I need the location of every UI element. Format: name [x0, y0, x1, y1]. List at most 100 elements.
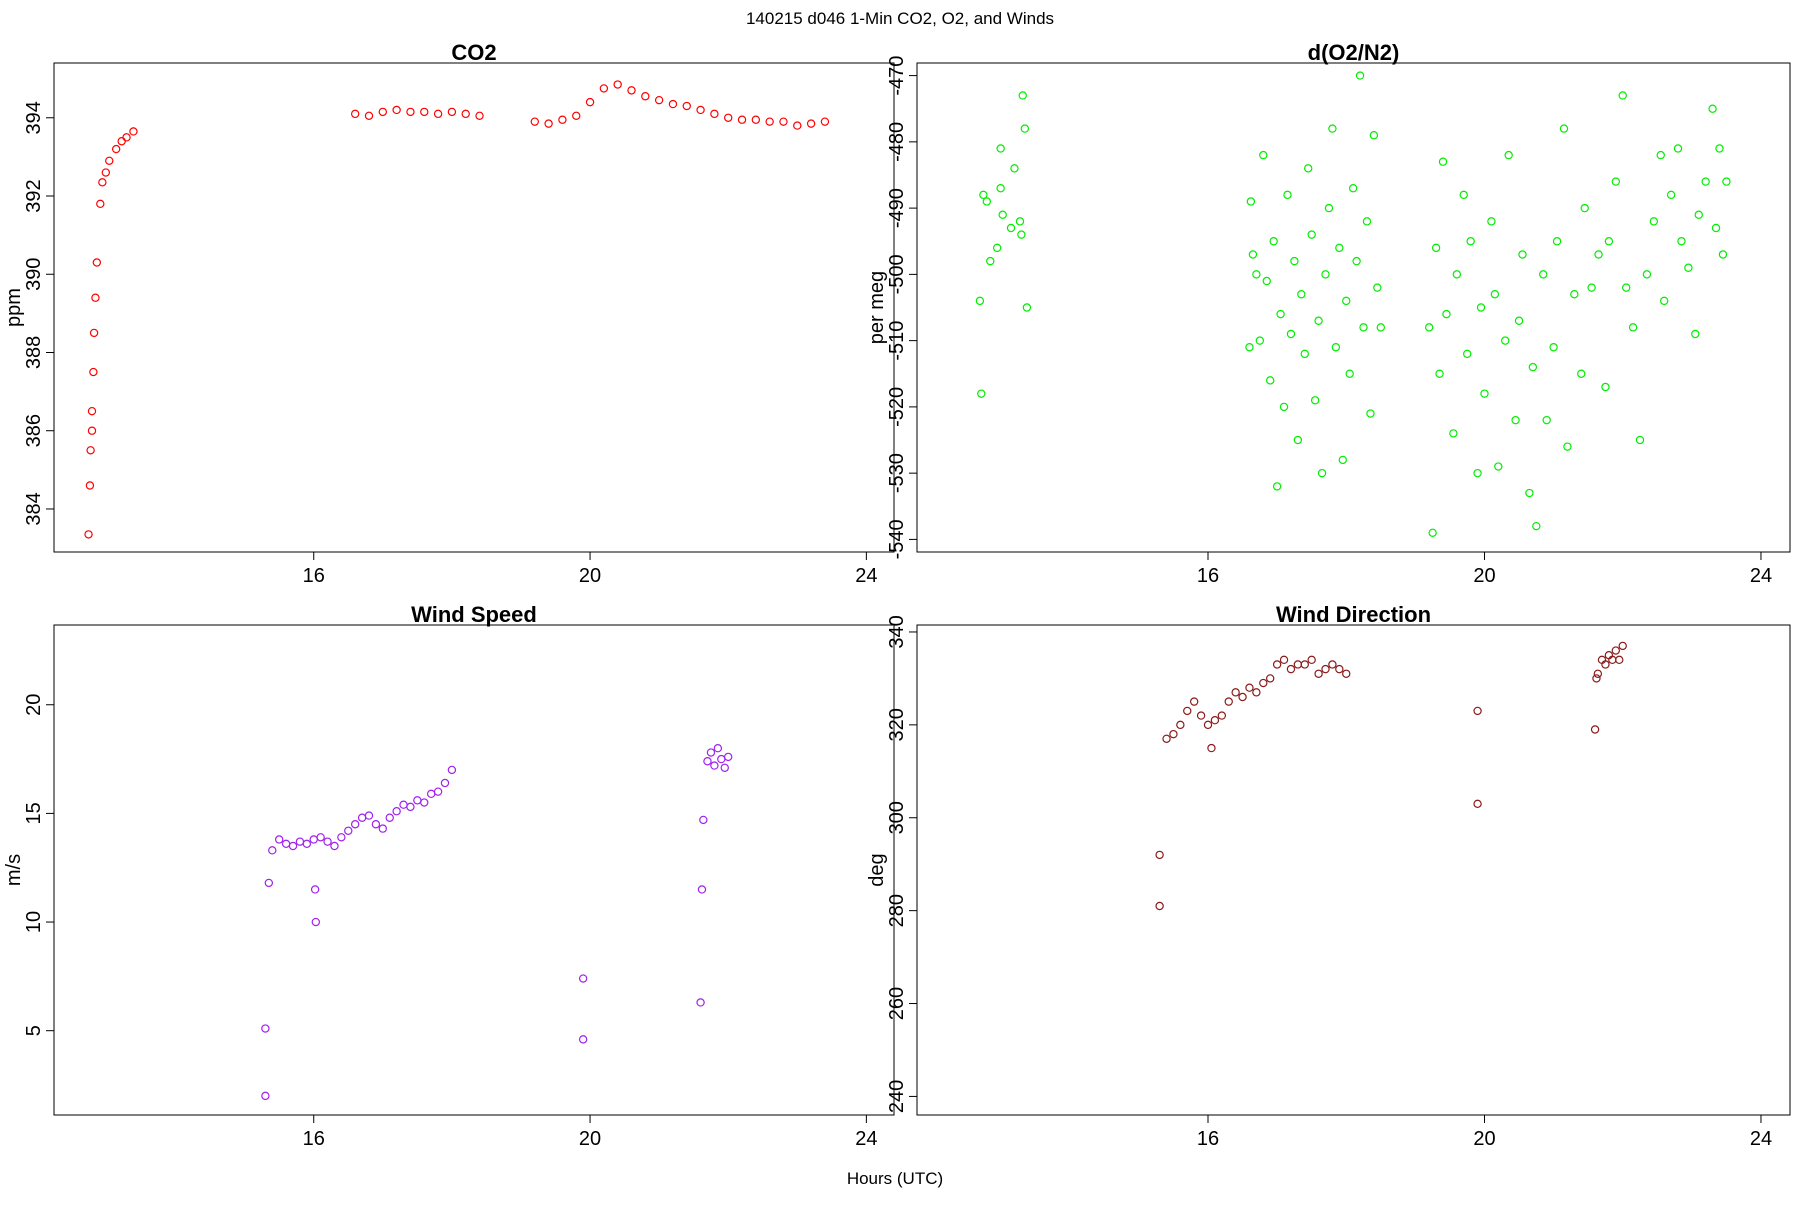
data-point [1324, 203, 1334, 213]
x-tick-label: 20 [1473, 565, 1495, 587]
data-point [1694, 210, 1703, 219]
data-point [1259, 150, 1268, 160]
data-point [1431, 243, 1441, 253]
y-tick-label: 320 [886, 708, 908, 741]
data-point [89, 328, 99, 338]
data-point [1366, 409, 1375, 418]
data-point [1189, 697, 1199, 706]
data-point [350, 820, 360, 829]
data-point [998, 210, 1007, 219]
data-point [1335, 664, 1344, 674]
data-point [1580, 203, 1589, 213]
data-point [1701, 177, 1710, 186]
plot-frame [53, 62, 895, 553]
data-point [1203, 720, 1213, 730]
data-point [668, 99, 678, 109]
data-point [406, 107, 415, 117]
data-point [330, 841, 339, 851]
data-point [1359, 323, 1368, 332]
data-point [1452, 270, 1462, 279]
data-point [627, 86, 636, 95]
data-point [105, 156, 114, 165]
data-point [1286, 329, 1296, 339]
data-point [91, 293, 100, 302]
data-point [578, 1035, 588, 1044]
x-tick-label: 16 [303, 1128, 325, 1150]
data-point [717, 754, 726, 764]
data-point [1342, 669, 1351, 678]
y-tick-label: 280 [886, 894, 908, 927]
data-point [1217, 711, 1227, 720]
data-point [1017, 230, 1026, 239]
data-point [1297, 290, 1306, 299]
data-point [440, 778, 450, 788]
data-point [724, 752, 733, 762]
data-point [724, 113, 733, 122]
data-point [1279, 655, 1289, 665]
data-point [1424, 323, 1434, 332]
y-tick-label: 392 [23, 179, 45, 212]
data-point [1162, 734, 1171, 743]
panel-title: Wind Direction [1276, 602, 1431, 627]
data-point [1618, 91, 1627, 100]
x-tick-label: 24 [855, 1128, 877, 1150]
y-tick-label: 340 [886, 615, 908, 648]
data-point [682, 101, 691, 111]
data-point [1207, 743, 1216, 753]
data-point [1272, 660, 1282, 669]
y-axis-label: m/s [3, 854, 25, 886]
data-point [1321, 270, 1330, 279]
data-point [1677, 237, 1686, 246]
data-point [599, 84, 609, 93]
data-point [1649, 217, 1659, 226]
data-point [87, 426, 97, 435]
data-point [357, 813, 367, 822]
plot-frame [916, 624, 1791, 1116]
data-point [779, 117, 788, 126]
data-point [1473, 706, 1482, 716]
data-point [1355, 71, 1365, 80]
x-tick-label: 16 [1197, 1128, 1219, 1150]
data-point [1314, 316, 1323, 325]
data-point [1335, 243, 1344, 253]
y-tick-label: 390 [23, 258, 45, 291]
data-point [122, 133, 131, 142]
x-tick-label: 20 [579, 1128, 601, 1150]
data-point [302, 839, 312, 849]
data-point [1321, 664, 1330, 674]
data-point [1224, 697, 1233, 706]
data-point [323, 837, 332, 846]
figure-title: 140215 d046 1-Min CO2, O2, and Winds [746, 9, 1054, 28]
data-point [1020, 124, 1030, 133]
data-point [1490, 290, 1500, 299]
y-tick-label: 10 [23, 911, 45, 933]
data-point [1300, 660, 1309, 669]
data-point [1442, 309, 1451, 319]
data-point [1494, 462, 1503, 471]
data-point [1711, 223, 1721, 233]
panel-title: Wind Speed [411, 602, 537, 627]
data-point [1611, 177, 1621, 186]
data-point [96, 199, 105, 209]
data-point [1718, 250, 1728, 259]
data-point [1248, 250, 1258, 259]
data-point [1307, 655, 1316, 665]
data-point [420, 107, 429, 117]
panel: CO2 ppm 16 20 24 384 386 388 390 392 394 [3, 40, 895, 587]
data-point [1155, 850, 1164, 860]
data-point [992, 243, 1002, 253]
data-point [385, 813, 394, 822]
data-point [309, 835, 318, 844]
data-point [1018, 91, 1027, 100]
data-point [98, 178, 107, 187]
data-point [1338, 455, 1347, 465]
data-point [806, 119, 816, 128]
x-tick-label: 16 [303, 565, 325, 587]
data-point [1504, 150, 1513, 160]
data-point [264, 878, 274, 888]
data-point [1592, 674, 1601, 683]
data-point [1246, 197, 1256, 206]
data-point [572, 111, 581, 121]
data-point [1476, 303, 1486, 312]
x-tick-label: 20 [1473, 1128, 1495, 1150]
